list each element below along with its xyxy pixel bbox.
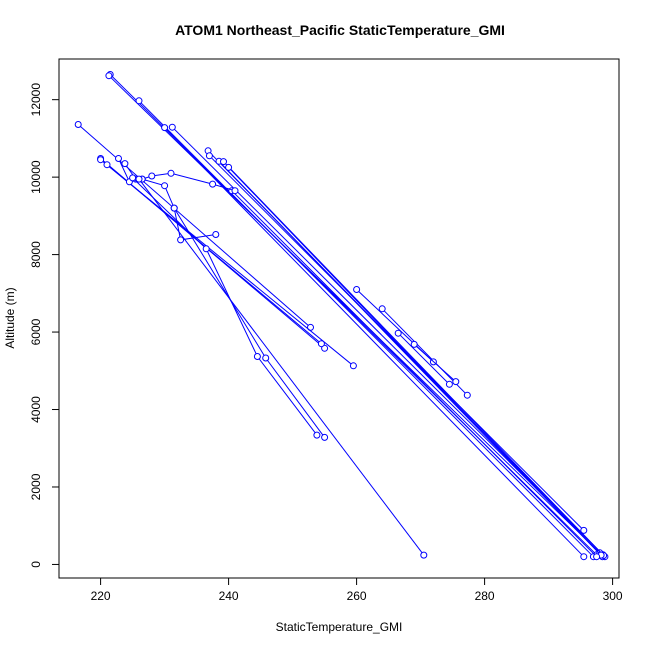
y-tick-label: 0 [29, 561, 43, 568]
data-point [349, 362, 357, 370]
data-point [321, 433, 329, 441]
data-point [420, 551, 428, 559]
series [394, 329, 453, 388]
y-tick-label: 12000 [29, 83, 43, 117]
data-point [115, 155, 122, 162]
data-point [105, 72, 113, 80]
series [74, 121, 314, 331]
data-point [321, 344, 329, 352]
x-tick-label: 300 [603, 589, 623, 603]
data-point [580, 526, 588, 534]
data-point [135, 97, 143, 105]
series-line [106, 164, 322, 345]
series-line [397, 332, 450, 385]
data-point [161, 124, 169, 132]
series [161, 124, 588, 561]
data-point [353, 286, 361, 293]
data-point [209, 180, 217, 188]
series-line [413, 344, 457, 382]
y-tick-label: 8000 [29, 241, 43, 268]
data-point [177, 236, 185, 244]
series-line [228, 167, 602, 556]
y-tick-label: 10000 [29, 160, 43, 194]
data-point [220, 158, 227, 166]
series-line [164, 127, 585, 558]
series-line [77, 124, 311, 328]
data-point [121, 160, 129, 168]
y-axis-label: Altitude (m) [3, 287, 17, 348]
series [225, 163, 605, 559]
data-point [445, 380, 453, 388]
series [228, 187, 601, 561]
x-axis: 220 240 260 280 300 [91, 578, 623, 603]
series [135, 175, 428, 559]
data-point [167, 169, 175, 177]
series-line [218, 160, 603, 558]
data-point [161, 182, 169, 190]
x-tick-label: 220 [91, 589, 111, 603]
series-line [223, 161, 604, 556]
data-point [378, 305, 386, 313]
series [129, 174, 321, 439]
data-point [262, 354, 270, 362]
series-line [231, 190, 597, 558]
data-point [202, 245, 210, 253]
series [135, 97, 597, 561]
series-line [138, 100, 594, 558]
data-point [225, 163, 233, 171]
data-point [580, 553, 588, 561]
data-point [148, 172, 156, 180]
series-line [138, 178, 425, 556]
data-point [593, 553, 601, 561]
series [103, 161, 325, 348]
x-tick-label: 260 [347, 589, 367, 603]
x-axis-label: StaticTemperature_GMI [276, 620, 403, 634]
data-point [135, 175, 143, 183]
data-point [103, 161, 111, 169]
y-tick-label: 4000 [29, 396, 43, 423]
y-tick-label: 6000 [29, 318, 43, 345]
series-layer [74, 71, 609, 561]
data-point [253, 353, 261, 360]
data-point [313, 431, 321, 439]
data-point [74, 121, 82, 128]
series [205, 152, 588, 534]
series [410, 340, 460, 386]
plot-frame [58, 58, 620, 579]
data-point [317, 340, 325, 348]
data-point [205, 152, 213, 160]
data-point [410, 340, 418, 348]
data-point [170, 204, 178, 212]
data-point [452, 378, 460, 386]
data-point [394, 329, 402, 337]
chart-title: ATOM1 Northeast_Pacific StaticTemperatur… [175, 22, 505, 38]
data-point [129, 174, 137, 182]
series [115, 155, 239, 195]
series-line [132, 177, 318, 436]
data-point [463, 391, 471, 399]
y-tick-label: 2000 [29, 473, 43, 500]
y-axis: 0 2000 4000 6000 8000 10000 12000 [29, 83, 59, 568]
x-tick-label: 280 [475, 589, 495, 603]
data-point [231, 187, 239, 195]
x-tick-label: 240 [219, 589, 239, 603]
series [170, 204, 329, 441]
data-point [168, 123, 176, 131]
data-point [212, 231, 220, 238]
data-point [97, 156, 105, 164]
series-line [209, 155, 585, 531]
